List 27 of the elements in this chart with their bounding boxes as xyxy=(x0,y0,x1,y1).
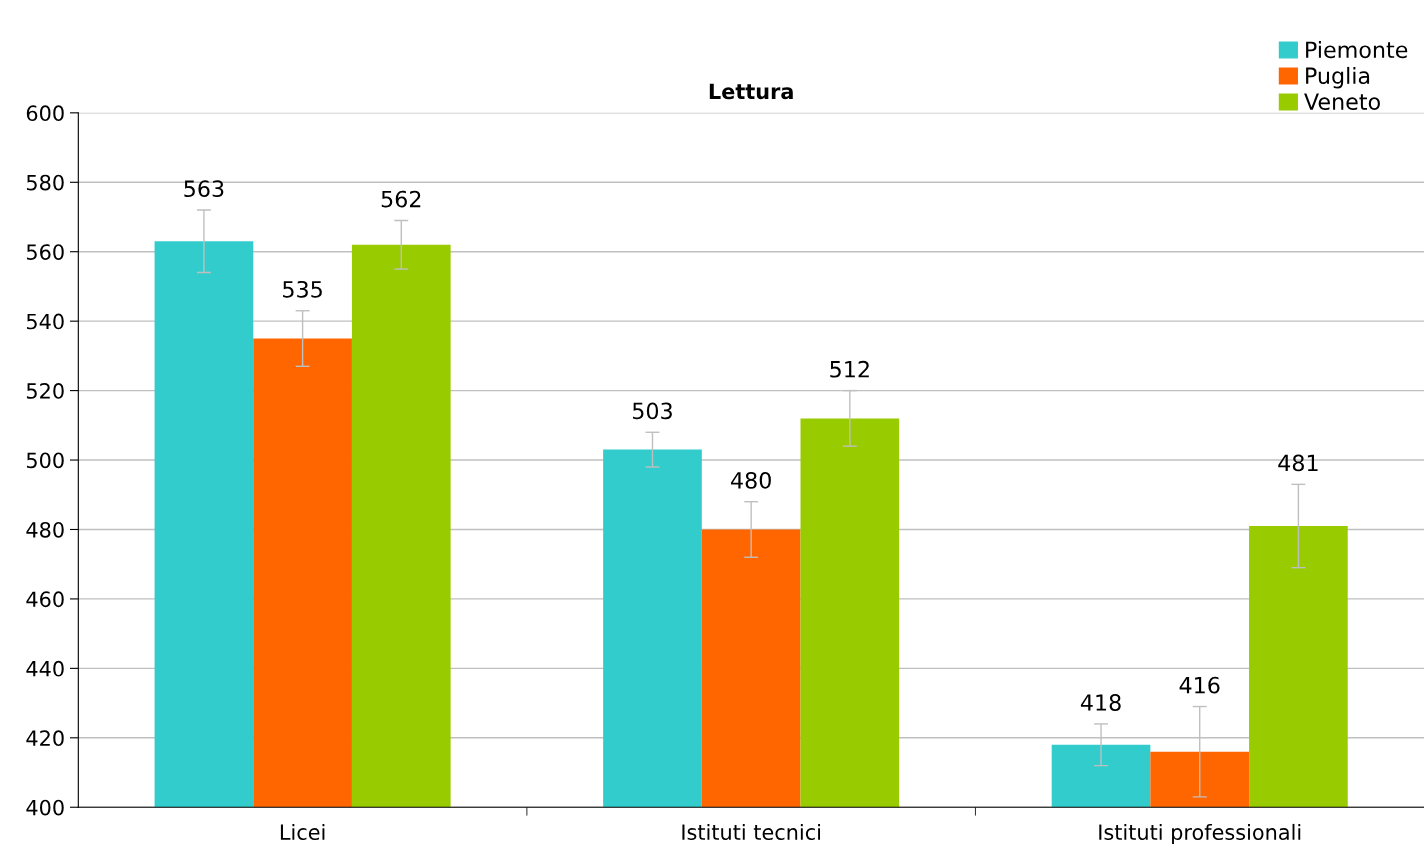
legend-label: Veneto xyxy=(1304,93,1380,111)
x-tick-label: Licei xyxy=(280,823,325,841)
legend-label: Piemonte xyxy=(1306,40,1408,59)
y-tick-label: 540 xyxy=(26,313,64,330)
y-tick-label: 440 xyxy=(26,660,64,677)
data-label: 535 xyxy=(283,280,322,298)
legend-label: Puglia xyxy=(1306,66,1370,89)
data-label: 416 xyxy=(1179,676,1220,694)
data-label: 563 xyxy=(184,180,224,198)
data-label: 480 xyxy=(731,471,771,489)
data-label: 562 xyxy=(381,190,421,208)
x-tick-label: Istituti tecnici xyxy=(682,823,820,841)
data-label: 503 xyxy=(632,402,672,420)
y-tick-label: 520 xyxy=(26,383,64,399)
y-tick-label: 500 xyxy=(26,452,64,469)
y-tick-label: 420 xyxy=(26,730,64,747)
data-label: 418 xyxy=(1080,694,1121,711)
data-label: 481 xyxy=(1278,454,1318,472)
x-tick-label: Istituti professionali xyxy=(1099,823,1301,845)
y-tick-label: 600 xyxy=(26,105,64,122)
y-tick-label: 480 xyxy=(26,521,64,538)
chart-title: Lettura xyxy=(709,83,793,100)
y-tick-label: 460 xyxy=(26,591,64,608)
data-label: 512 xyxy=(830,360,869,378)
y-tick-label: 400 xyxy=(26,799,64,816)
y-tick-label: 580 xyxy=(26,174,64,191)
y-tick-label: 560 xyxy=(26,244,64,260)
